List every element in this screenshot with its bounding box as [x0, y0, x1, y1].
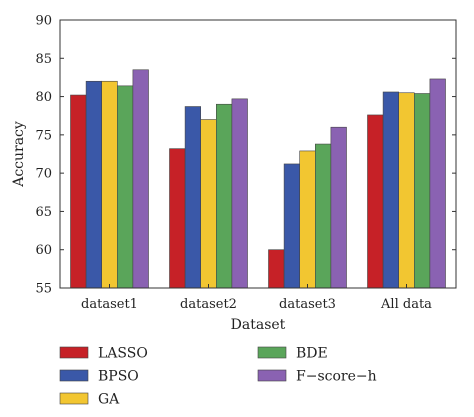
y-tick-label: 65	[35, 205, 52, 220]
legend-item-lasso: LASSO	[59, 346, 148, 362]
bar-f-score-h-dataset2	[231, 98, 248, 289]
bar-lasso-dataset1	[70, 94, 87, 289]
x-tick-label: All data	[380, 297, 432, 312]
legend-label: GA	[98, 392, 120, 408]
legend-label: LASSO	[98, 346, 148, 362]
bar-bpso-dataset2	[184, 106, 202, 289]
legend-label: F−score−h	[296, 369, 377, 385]
bar-ga-dataset1	[101, 80, 118, 289]
bar-bde-dataset2	[216, 103, 233, 289]
legend-swatch	[257, 346, 287, 359]
x-axis-label: Dataset	[231, 317, 286, 333]
plot-frame	[59, 19, 457, 289]
legend-swatch	[59, 369, 89, 382]
bar-lasso-all-data	[367, 114, 384, 289]
bar-f-score-h-dataset1	[132, 69, 149, 289]
y-tick-label: 75	[35, 128, 52, 143]
bar-bpso-all-data	[382, 91, 400, 289]
legend-item-bpso: BPSO	[59, 369, 139, 385]
y-axis-label: Accuracy	[11, 121, 27, 188]
legend-label: BDE	[296, 346, 328, 362]
bar-bde-dataset3	[314, 143, 332, 289]
legend-label: BPSO	[98, 369, 139, 385]
bar-bpso-dataset1	[85, 80, 102, 289]
y-tick-label: 60	[35, 243, 52, 258]
bar-bpso-dataset3	[283, 163, 301, 289]
y-tick-label: 90	[35, 14, 52, 29]
bars-layer	[70, 69, 446, 289]
legend-swatch	[59, 392, 89, 405]
legend-swatch	[59, 346, 89, 359]
y-tick-label: 80	[35, 90, 52, 105]
x-tick-label: dataset2	[180, 297, 237, 312]
x-tick-label: dataset1	[81, 297, 138, 312]
bar-ga-dataset2	[200, 119, 217, 289]
legend-swatch	[257, 369, 287, 382]
bar-ga-dataset3	[299, 150, 316, 289]
bar-ga-all-data	[398, 92, 415, 289]
y-tick-label: 55	[35, 282, 52, 297]
bar-f-score-h-dataset3	[330, 126, 347, 289]
bar-lasso-dataset2	[169, 148, 186, 289]
legend: LASSO BPSO GA BDE F−score−h	[59, 346, 377, 408]
y-axis: 55 60 65 70 75 80 85 90	[35, 14, 456, 297]
x-axis: dataset1 dataset2 dataset3 All data	[81, 284, 432, 312]
legend-item-bde: BDE	[257, 346, 328, 362]
x-tick-label: dataset3	[279, 297, 336, 312]
bar-bde-all-data	[413, 93, 431, 289]
legend-item-ga: GA	[59, 392, 120, 408]
y-tick-label: 85	[35, 52, 52, 67]
legend-item-f-score-h: F−score−h	[257, 369, 377, 385]
bar-bde-dataset1	[117, 85, 134, 289]
bar-lasso-dataset3	[268, 249, 285, 289]
bar-f-score-h-all-data	[429, 78, 446, 289]
y-tick-label: 70	[35, 167, 52, 182]
